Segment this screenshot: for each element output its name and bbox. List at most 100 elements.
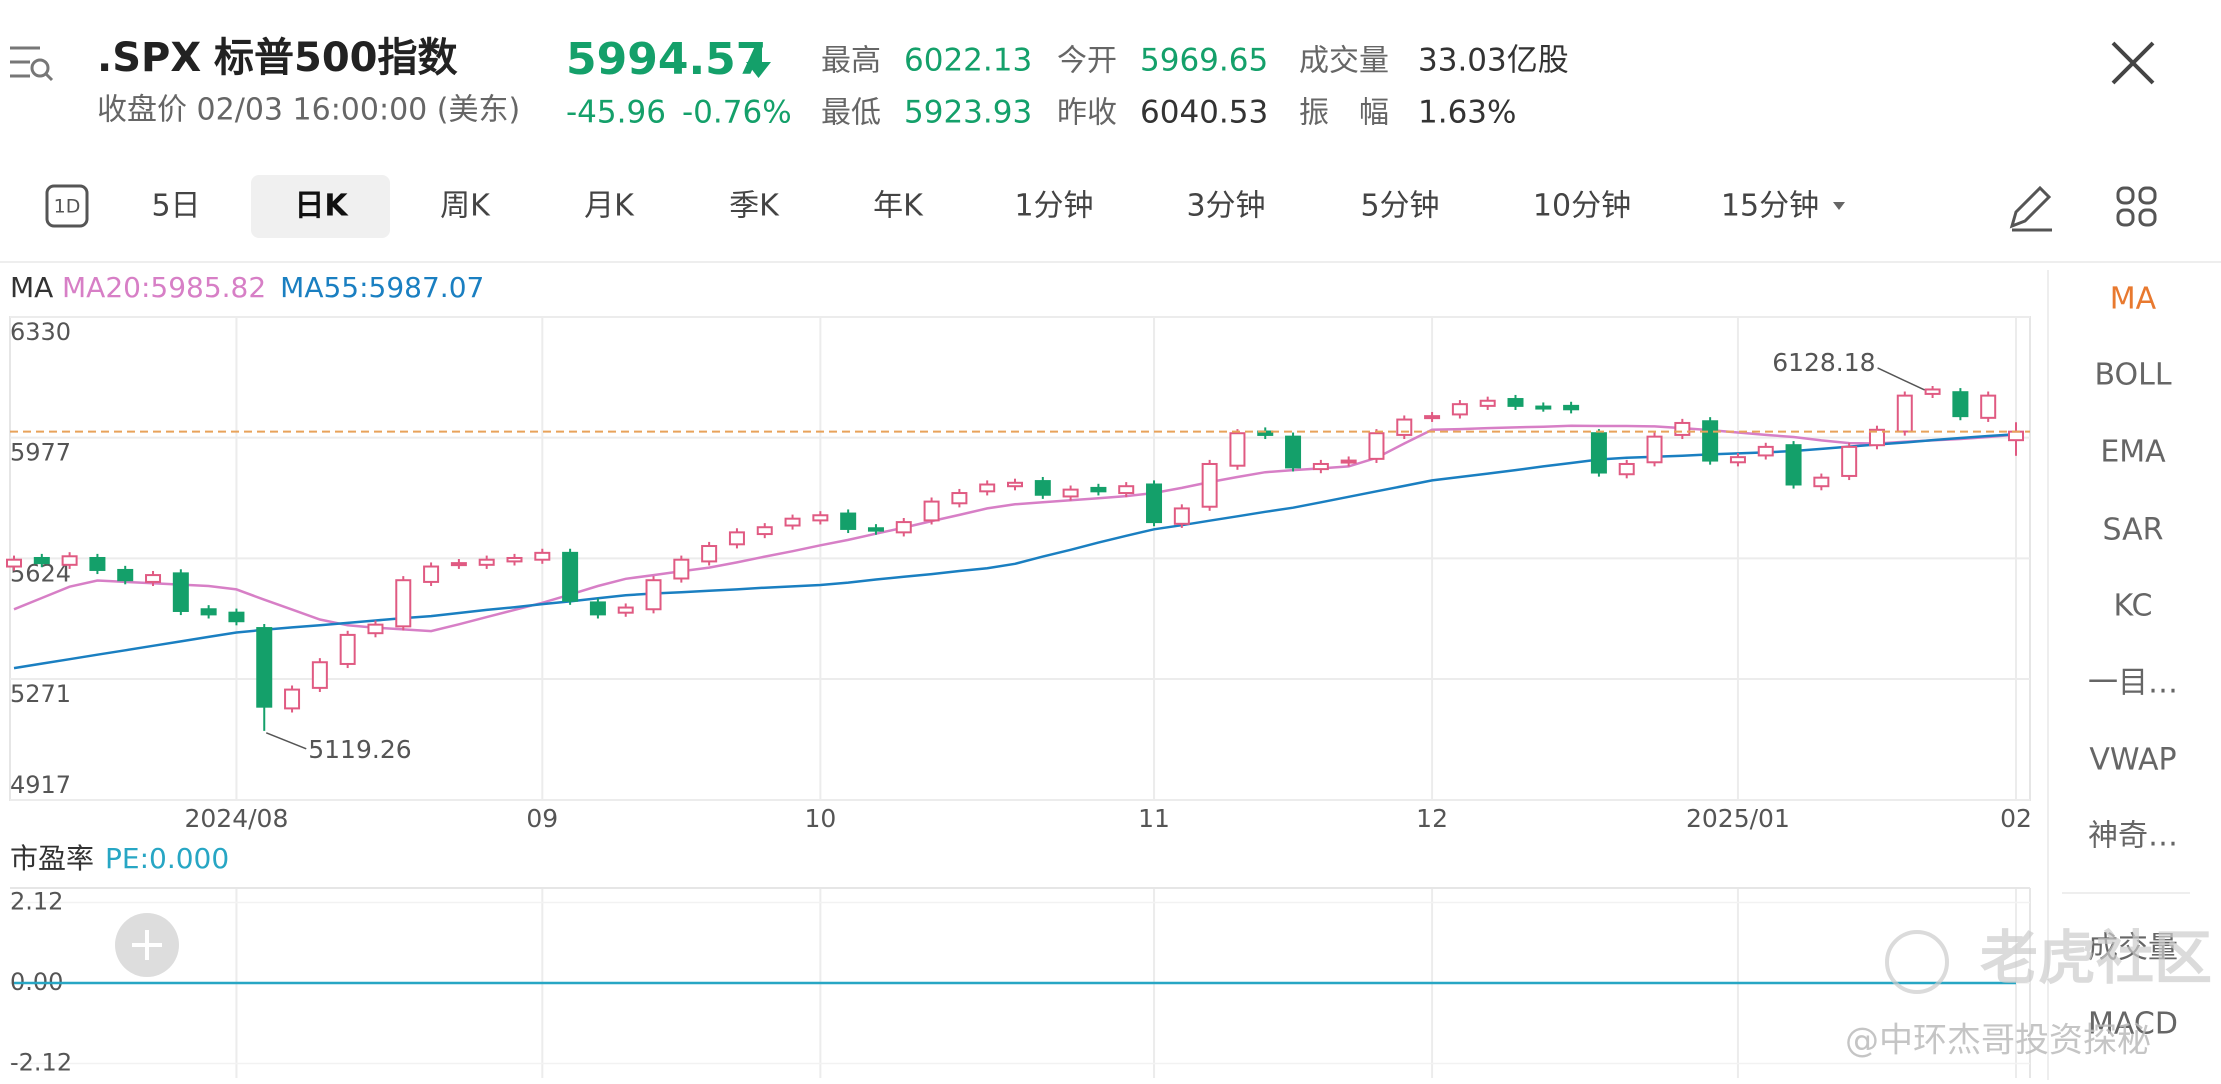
tab-selected-bg (251, 175, 390, 238)
tab[interactable]: 月K (584, 189, 635, 224)
candle-body (1702, 420, 1719, 462)
x-tick-label: 12 (1416, 804, 1448, 833)
candle-body (61, 555, 78, 566)
candle-body (1785, 444, 1802, 486)
candle-body (1090, 486, 1107, 493)
add-button-plus (132, 930, 162, 960)
candle-body (701, 545, 718, 563)
candle-body (117, 568, 134, 582)
indicator-option[interactable]: SAR (2103, 513, 2164, 548)
legend-entry: PE:0.000 (105, 842, 229, 875)
candle-body (1646, 435, 1663, 464)
candle-body (867, 527, 884, 532)
candle-body (1201, 462, 1218, 508)
candle-body (1590, 432, 1607, 474)
candle-body (172, 572, 189, 612)
candle-body (200, 608, 217, 616)
dropdown-caret (1833, 202, 1845, 210)
candle-body (812, 514, 829, 522)
candle-body (728, 531, 745, 546)
candle-body (1980, 394, 1997, 419)
tab[interactable]: 10分钟 (1533, 189, 1631, 224)
indicator-option[interactable]: 神奇… (2088, 819, 2178, 854)
candle-body (840, 512, 857, 530)
candle-body (367, 623, 384, 635)
candle-body (478, 558, 495, 566)
tab[interactable]: 年K (873, 189, 924, 224)
indicator-option[interactable]: MA (2110, 282, 2157, 317)
stat-value: 1.63% (1418, 95, 1516, 131)
candle-body (339, 633, 356, 665)
candle-body (534, 551, 551, 561)
indicator-option[interactable]: EMA (2100, 435, 2166, 470)
indicator-option[interactable]: VWAP (2089, 743, 2176, 778)
candle-body (589, 601, 606, 616)
candle-body (1340, 459, 1357, 464)
candle-body (1229, 432, 1246, 467)
change: -45.96 (566, 95, 666, 131)
candle-body (1479, 399, 1496, 407)
candle-body (6, 558, 22, 568)
indicator-option[interactable]: KC (2114, 589, 2153, 624)
indicator-option[interactable]: 成交量 (2088, 931, 2178, 966)
candle-body (256, 627, 273, 708)
tab[interactable]: 日K (294, 189, 349, 224)
index-name: 标普500指数 (214, 35, 458, 81)
layout-icon[interactable] (2116, 186, 2157, 227)
candle-body (1173, 507, 1190, 525)
menu-search-icon[interactable] (10, 46, 54, 82)
indicator-option[interactable]: BOLL (2094, 358, 2171, 393)
candle-body (951, 492, 968, 505)
candle-body (1896, 394, 1913, 433)
stat-label: 成交量 (1299, 44, 1389, 79)
candle-body (1507, 398, 1524, 407)
annotation-leader (1877, 367, 1925, 391)
candle-body (1924, 388, 1941, 395)
candle-body (1062, 488, 1079, 498)
down-arrow (746, 44, 771, 78)
draw-tool-icon[interactable] (2009, 185, 2052, 232)
candle-body (1618, 462, 1635, 476)
stat-label: 最高 (821, 44, 881, 79)
y-tick-label: 4917 (10, 771, 71, 799)
candle-body (1813, 476, 1830, 488)
stat-value: 5969.65 (1140, 43, 1268, 79)
close-time: 收盘价 02/03 16:00:00 (美东) (97, 93, 520, 128)
stat-value: 5923.93 (904, 95, 1032, 131)
candle-body (506, 556, 523, 563)
candle-body (673, 558, 690, 580)
indicator-option[interactable]: 一目… (2088, 666, 2178, 701)
y-tick-label: 6330 (10, 318, 71, 346)
stat-label: 今开 (1057, 44, 1117, 79)
watermark-author: @中环杰哥投资探秘 (1845, 1021, 2151, 1061)
candle-body (756, 526, 773, 536)
last-price: 5994.57 (566, 34, 766, 85)
candle-body (1368, 432, 1385, 460)
candle-body (33, 556, 50, 565)
candle-body (1146, 483, 1163, 524)
candle-body (1952, 391, 1969, 418)
x-tick-label: 2024/08 (185, 804, 289, 833)
tab[interactable]: 1分钟 (1014, 189, 1093, 224)
tab[interactable]: 周K (440, 189, 491, 224)
symbol: .SPX (97, 35, 201, 81)
tab[interactable]: 1D (54, 196, 81, 218)
sub-chart-title: 市盈率 (10, 842, 94, 875)
candle-body (395, 579, 412, 628)
y-tick-label: 5977 (10, 439, 71, 467)
candle-body (311, 661, 328, 689)
y-tick-label: 2.12 (10, 887, 63, 915)
indicator-name: MA (10, 271, 53, 304)
close-button[interactable] (2111, 41, 2155, 85)
tab[interactable]: 15分钟 (1721, 189, 1819, 224)
indicator-option[interactable]: MACD (2088, 1007, 2178, 1042)
tab[interactable]: 3分钟 (1186, 189, 1265, 224)
tab[interactable]: 5日 (151, 189, 200, 224)
candle-body (228, 611, 245, 623)
tab[interactable]: 5分钟 (1360, 189, 1439, 224)
change-pct: -0.76% (682, 95, 792, 131)
candle-body (979, 483, 996, 493)
tab[interactable]: 季K (729, 189, 780, 224)
candle-body (923, 500, 940, 522)
candle-body (1563, 404, 1580, 411)
